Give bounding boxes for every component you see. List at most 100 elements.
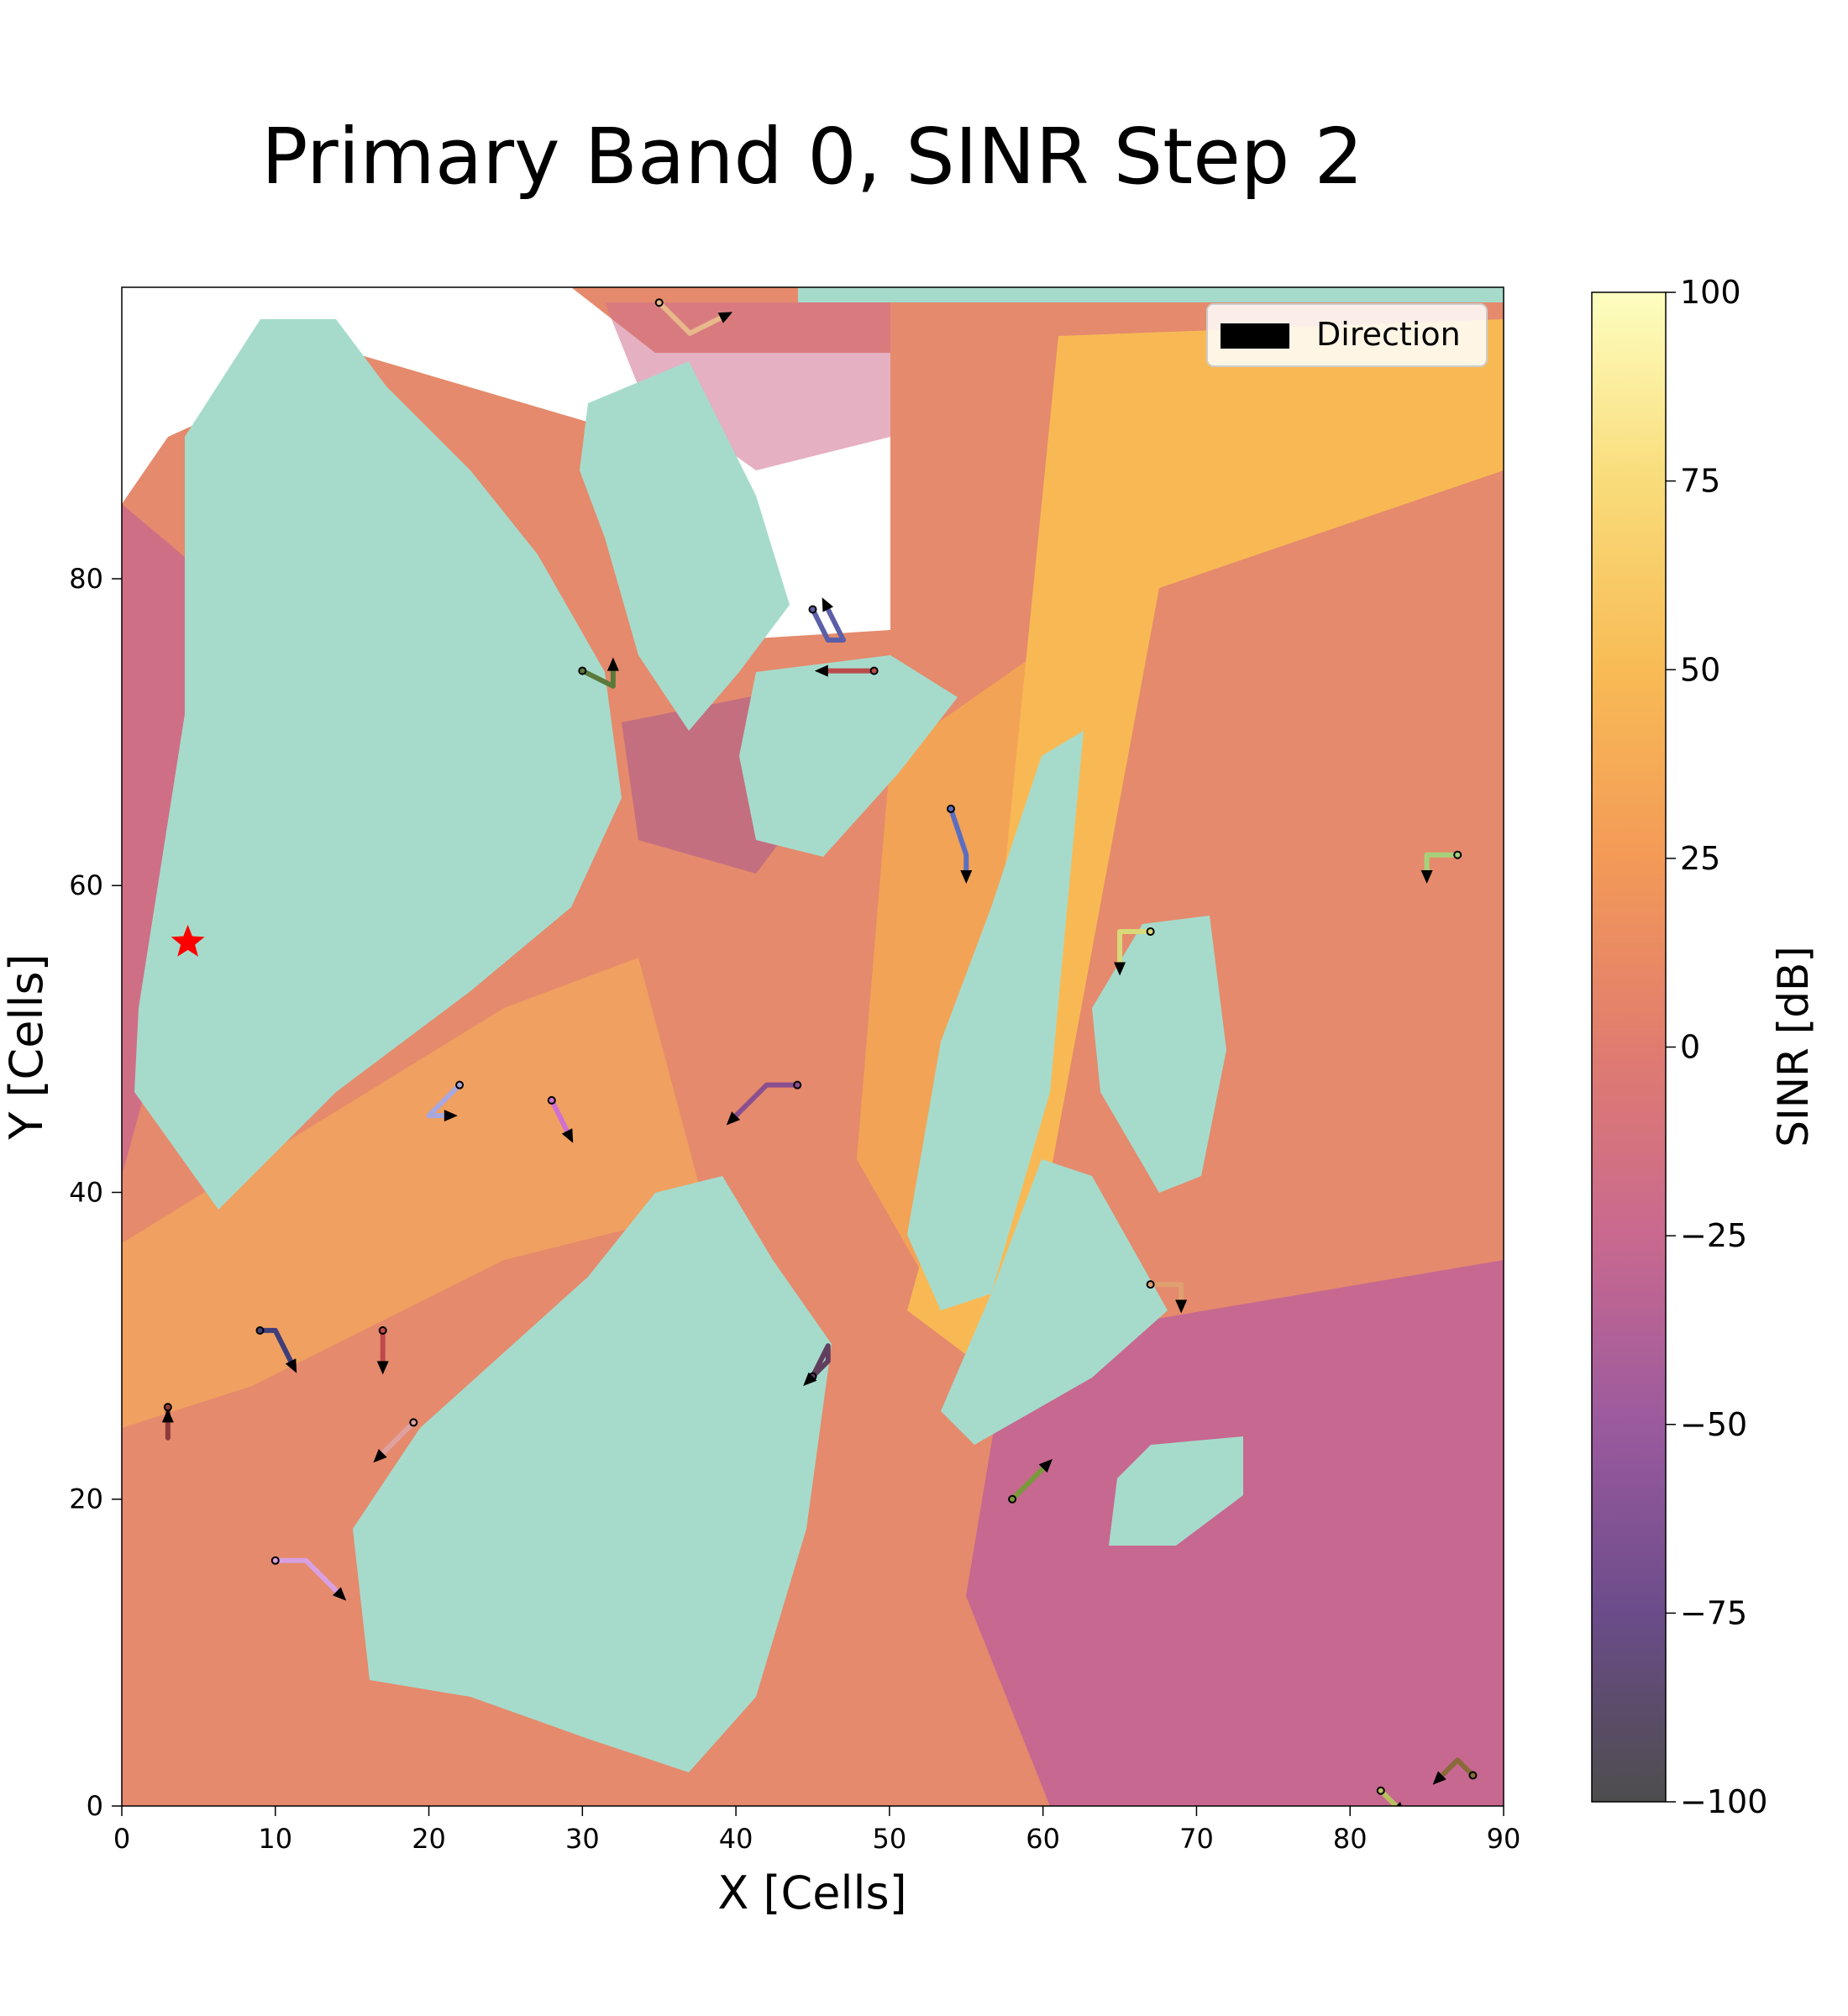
trajectory-line [257,1327,294,1364]
colorbar-tick-label: −50 [1680,1406,1747,1443]
colorbar-label: SINR [dB] [1769,946,1818,1147]
heatmap-high-sinr-beam-2 [907,319,1504,1361]
direction-arrow [1396,1802,1402,1806]
x-tick-label: 70 [1179,1823,1214,1855]
trajectory-start-point [1376,1786,1385,1795]
trajectory-line [380,1420,417,1456]
direction-arrow [960,869,973,884]
trajectory-line [426,1082,463,1119]
heatmap-high-sinr-beam-3 [122,958,706,1428]
direction-arrow [726,1111,741,1126]
y-axis: 0 20 40 60 80 [69,563,122,1822]
direction-arrow [606,657,619,671]
trajectory-line [1147,1282,1184,1303]
x-tick-label: 60 [1026,1823,1060,1855]
legend-direction-swatch [1221,323,1289,349]
plot-area [122,287,1504,1806]
colorbar-tick-label: −100 [1680,1783,1767,1820]
blocked-region-southeast [1109,1436,1243,1546]
trajectory-start-point [654,298,664,307]
x-axis: 0 10 20 30 40 50 60 70 80 90 [113,1806,1521,1855]
trajectory-line [1010,1466,1046,1502]
direction-arrow [822,597,834,612]
chart-title: Primary Band 0, SINR Step 2 [261,112,1363,202]
legend: Direction [1206,303,1488,367]
blocked-region-east [1092,916,1226,1193]
y-axis-label: Y [Cells] [0,953,53,1140]
direction-arrow [332,1587,347,1601]
trajectory-start-point [163,1403,172,1412]
x-tick-label: 80 [1333,1823,1368,1855]
trajectory-start-point [793,1080,802,1089]
direction-arrow [161,1409,174,1423]
direction-arrow [1175,1299,1188,1314]
trajectory-start-point [1468,1771,1478,1780]
trajectory-start-point [1453,850,1462,859]
transmitter-star-marker [171,924,205,957]
blocked-region-center [907,731,1084,1310]
trajectory-start-point [1008,1494,1017,1504]
trajectory-line [1117,929,1153,965]
trajectory-line [1439,1757,1476,1778]
y-tick-label: 40 [69,1176,103,1208]
direction-arrow [1432,1771,1446,1785]
trajectory-line [733,1082,801,1119]
direction-arrow [1038,1458,1053,1473]
blocked-region-northwest [134,319,622,1210]
y-tick-label: 60 [69,869,103,901]
trajectory-start-point [1146,1280,1155,1289]
y-tick-label: 20 [69,1483,103,1515]
direction-arrow [373,1449,387,1463]
colorbar-tick-label: 50 [1680,651,1720,688]
direction-arrow [376,1361,389,1375]
colorbar-tick-label: 0 [1680,1029,1700,1066]
colorbar-ticks: −100 −75 −50 −25 0 25 50 75 100 [1666,274,1767,1820]
trajectory-start-point [578,666,587,675]
trajectory-start-point [547,1095,556,1105]
direction-arrow [717,312,733,323]
x-tick-label: 30 [565,1823,600,1855]
colorbar-tick-label: 100 [1680,274,1741,311]
direction-arrow [444,1110,458,1122]
trajectory-start-point [869,666,879,675]
direction-arrow [1114,962,1126,976]
colorbar-tick-label: −75 [1680,1594,1747,1631]
colorbar-tick-label: 25 [1680,840,1720,877]
heatmap-low-sinr-region-southeast [966,1260,1504,1806]
y-tick-label: 80 [69,563,103,595]
direction-arrow [814,664,828,677]
trajectory-start-point [409,1418,418,1427]
trajectory-start-point [808,605,817,614]
x-tick-label: 50 [873,1823,907,1855]
x-tick-label: 0 [113,1823,130,1855]
colorbar-tick-label: −25 [1680,1217,1747,1254]
colorbar-gradient [1591,291,1667,1803]
legend-direction-label: Direction [1316,316,1461,353]
trajectory-line [272,1557,339,1594]
trajectory-start-point [455,1080,465,1089]
trajectory-line [810,1343,831,1379]
trajectories [161,298,1478,1806]
direction-arrow [285,1358,297,1373]
direction-arrow [561,1128,574,1143]
colorbar-tick-label: 75 [1680,463,1720,500]
colorbar: −100 −75 −50 −25 0 25 50 75 100 SINR [dB] [1591,274,1818,1820]
x-tick-label: 40 [719,1823,753,1855]
direction-arrow [1420,869,1433,884]
x-axis-label: X [Cells] [717,1866,906,1919]
heatmap-mottled-region-north [605,302,890,470]
trajectory-line [656,300,723,336]
trajectory-line [1424,852,1461,873]
y-tick-label: 0 [87,1790,103,1822]
trajectory-start-point [378,1326,387,1335]
plot-frame [121,286,1504,1807]
blocked-region-northeast-strip [798,287,1504,302]
blocked-region-east-center [941,1159,1168,1445]
trajectory-start-point [947,804,955,813]
x-tick-label: 20 [412,1823,446,1855]
trajectory-start-point [1146,927,1155,937]
x-tick-label: 90 [1487,1823,1521,1855]
trajectory-line [549,1097,570,1134]
trajectory-line [948,806,969,873]
